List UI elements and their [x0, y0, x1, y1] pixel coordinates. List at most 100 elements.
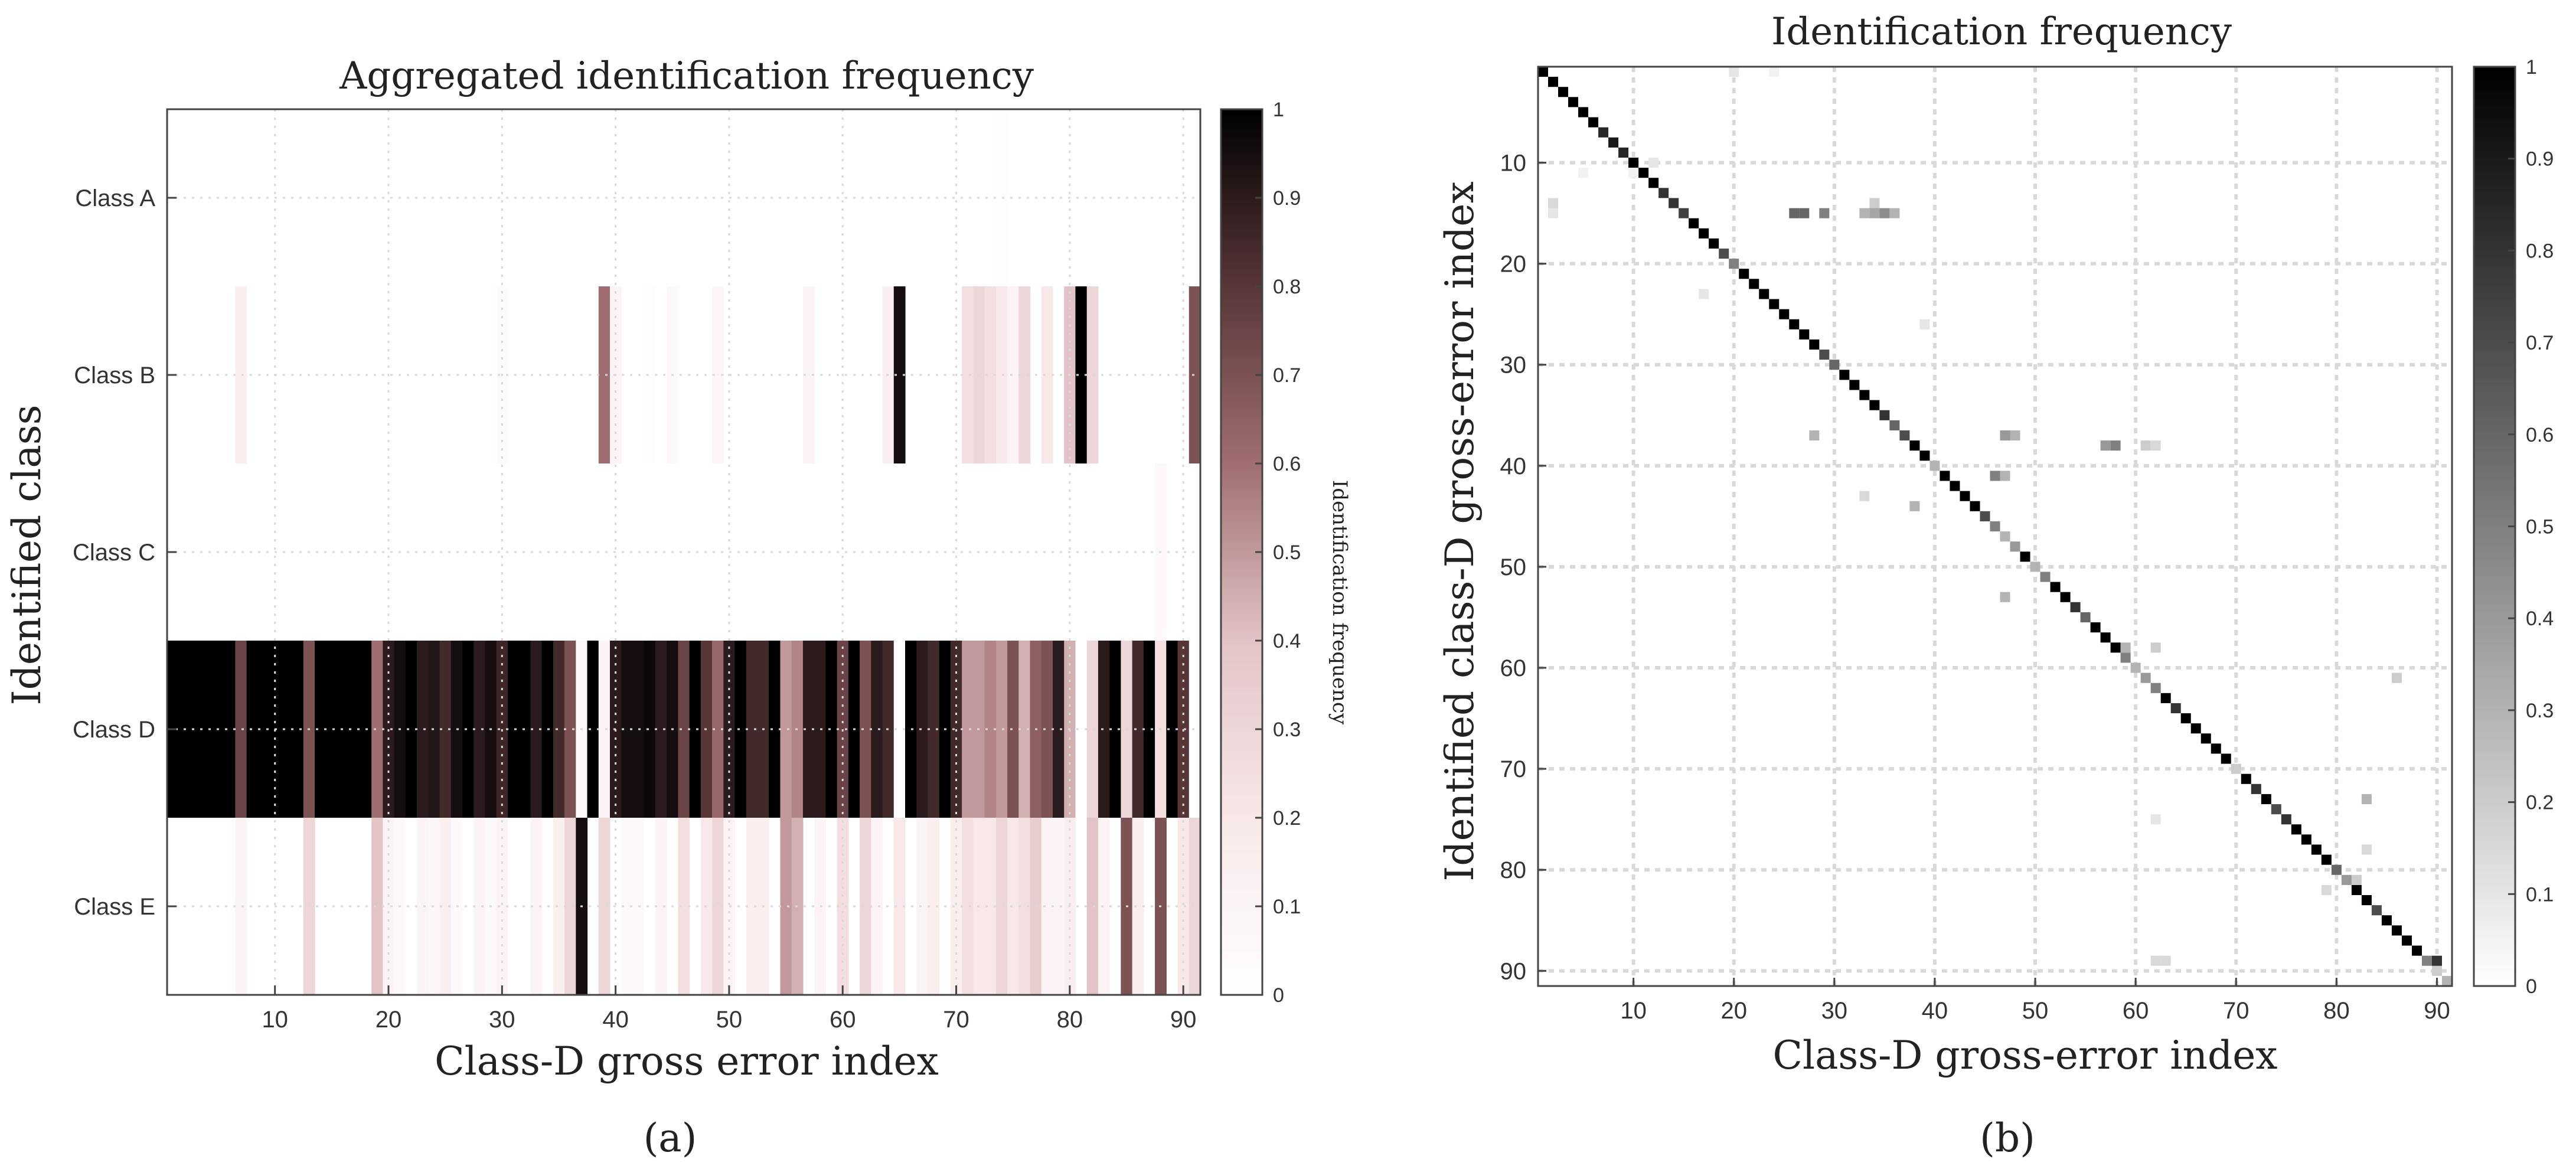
panel-b-diagonal-cell [1578, 107, 1589, 117]
panel-a-caption: (a) [644, 1115, 697, 1161]
panel-b-diagonal-cell [2020, 551, 2030, 562]
panel-a-cell [1177, 818, 1190, 995]
panel-a-cell [962, 286, 974, 463]
panel-b-diagonal-cell [1759, 289, 1769, 299]
panel-b-diagonal-cell [2321, 854, 2332, 865]
panel-a-cell [315, 641, 327, 818]
panel-b-colorbar: 0 0.1 0.2 0.3 0.4 0.5 0.6 0.7 0.8 0.9 1 [2473, 56, 2554, 998]
panel-a-colorbar-tick-label: 0.5 [1273, 541, 1301, 564]
panel-b-diagonal-cell [2351, 884, 2362, 896]
panel-b-diagonal-cell [1548, 77, 1559, 87]
panel-b-colorbar-tick-label: 0.4 [2526, 608, 2554, 630]
panel-b-x-tick-label: 90 [2424, 998, 2450, 1024]
panel-a-cell [621, 818, 634, 995]
panel-b-off-diagonal-cell [2100, 440, 2111, 451]
panel-a-plot-area: 10 20 30 40 50 60 70 80 90 Class A Class B Class C C… [73, 108, 1202, 1033]
panel-a-cell [235, 286, 247, 463]
panel-b-title: Identification frequency [1771, 10, 2232, 54]
panel-b-y-tick-label: 30 [1500, 352, 1527, 378]
panel-a-x-tick-label: 60 [830, 1007, 856, 1033]
panel-a-cell [712, 641, 724, 818]
panel-a-cell [1166, 641, 1178, 818]
panel-a-cell [417, 818, 429, 995]
panel-b-y-tick-label: 40 [1500, 453, 1527, 479]
panel-b-off-diagonal-cell [1729, 67, 1739, 77]
panel-a-cell [587, 641, 599, 818]
panel-b-diagonal-cell [2150, 683, 2161, 693]
panel-a-colorbar-tick-label: 0.6 [1273, 453, 1301, 475]
panel-b-diagonal-cell [2120, 652, 2131, 663]
panel-a-cell [1189, 286, 1201, 463]
panel-a-cell [678, 818, 690, 995]
panel-b-diagonal-cell [1558, 87, 1569, 97]
panel-b-diagonal-cell [2301, 834, 2311, 845]
panel-a-cell [962, 818, 974, 995]
panel-b-diagonal-cell [2281, 814, 2291, 825]
panel-b-off-diagonal-cell [2110, 440, 2121, 451]
panel-a-y-tick-label: Class A [75, 185, 155, 211]
panel-a-cell [1098, 818, 1110, 995]
panel-a-cell [984, 818, 997, 995]
panel-a-cell [802, 286, 815, 463]
panel-b-colorbar-tick-label: 0.7 [2526, 332, 2554, 354]
panel-a-cell [1189, 641, 1201, 818]
panel-b-off-diagonal-cell [1889, 208, 1900, 218]
panel-b-colorbar-tick-label: 0 [2526, 975, 2537, 998]
panel-a-cell [825, 641, 838, 818]
panel-a-x-tick-label: 50 [716, 1007, 743, 1033]
panel-b-y-tick-label: 80 [1500, 857, 1527, 883]
panel-a-cell [474, 818, 486, 995]
panel-a-cell [405, 641, 417, 818]
panel-a-cell [746, 818, 758, 995]
panel-b-off-diagonal-cell [1809, 430, 1820, 441]
panel-b-off-diagonal-cell [1548, 208, 1559, 218]
panel-a-y-tick-label: Class C [73, 540, 155, 566]
panel-b-y-tick-label: 50 [1500, 554, 1527, 580]
panel-a-cell [802, 641, 815, 818]
panel-a-cell [564, 641, 576, 818]
panel-a-cell [928, 641, 940, 818]
panel-a-cell [474, 641, 486, 818]
panel-b-off-diagonal-cell [2150, 955, 2161, 966]
panel-b-colorbar-tick-label: 0.3 [2526, 700, 2554, 722]
panel-b-diagonal-cell [1739, 269, 1749, 279]
panel-a-cell [553, 641, 565, 818]
panel-a-cell [428, 818, 440, 995]
panel-a-cell [769, 641, 781, 818]
panel-a-cell [746, 641, 758, 818]
panel-b-diagonal-cell [2050, 582, 2061, 592]
panel-b-diagonal-cell [1960, 491, 1970, 501]
panel-b-diagonal-cell [1980, 511, 1990, 521]
panel-a-cell [428, 641, 440, 818]
panel-b-diagonal-cell [1799, 329, 1810, 339]
panel-a-cell [292, 641, 304, 818]
panel-a-cell [235, 818, 247, 995]
panel-a-cell [257, 641, 270, 818]
panel-a-cell [371, 641, 383, 818]
panel-b-diagonal-cell [1990, 521, 2000, 532]
panel-b-diagonal-cell [2291, 824, 2301, 835]
panel-b-diagonal-cell [1940, 471, 1950, 481]
panel-a-cell [201, 641, 213, 818]
panel-b-diagonal-cell [1849, 380, 1860, 390]
panel-a-cell [712, 286, 724, 463]
panel-a-x-axis-label: Class-D gross error index [435, 1039, 939, 1084]
panel-a-x-tick-label: 80 [1057, 1007, 1083, 1033]
panel-b-diagonal-cell [1729, 259, 1739, 269]
panel-a-cell [1041, 641, 1053, 818]
panel-a-colorbar-tick-label: 0.2 [1273, 807, 1301, 830]
panel-a: Aggregated identification frequency 10 20… [4, 54, 1351, 1161]
panel-a-cell [1007, 641, 1019, 818]
panel-a-cell [995, 286, 1008, 463]
panel-a-cell [995, 818, 1008, 995]
panel-a-cell [780, 818, 792, 995]
panel-a-cell [564, 818, 576, 995]
panel-a-cell [860, 641, 871, 818]
panel-a-colorbar-tick-label: 1 [1273, 99, 1284, 121]
panel-b-x-axis-label: Class-D gross-error index [1772, 1033, 2277, 1078]
panel-a-y-axis-label: Identified class [4, 405, 50, 706]
panel-b-off-diagonal-cell [1628, 168, 1639, 178]
panel-b-off-diagonal-cell [1819, 208, 1830, 218]
panel-b-off-diagonal-cell [1769, 67, 1780, 77]
panel-b-diagonal-cell [2140, 672, 2151, 683]
